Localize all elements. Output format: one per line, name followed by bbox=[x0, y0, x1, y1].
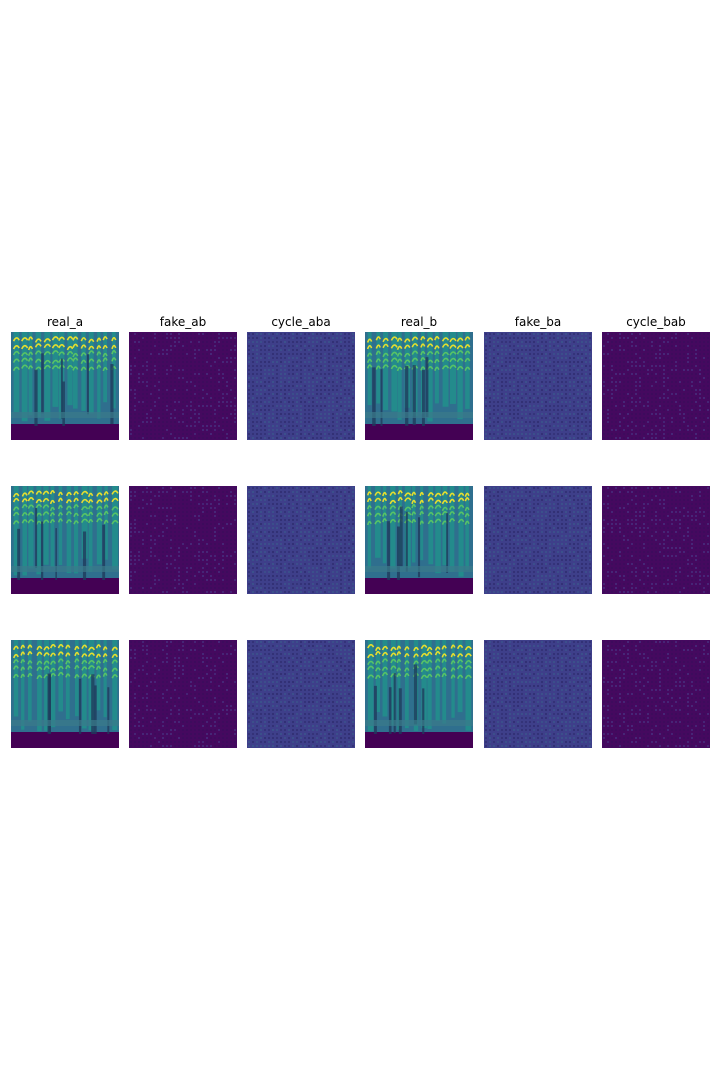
panel-cycle-bab-row-2 bbox=[602, 486, 710, 594]
spectrogram-image bbox=[247, 332, 355, 440]
panel-cycle-aba-row-2 bbox=[247, 486, 355, 594]
column-title-real-a: real_a bbox=[46, 315, 84, 329]
panel-cycle-aba-row-1 bbox=[247, 332, 355, 440]
panel-real-b-row-2 bbox=[365, 486, 473, 594]
spectrogram-image bbox=[365, 486, 473, 594]
panel-real-b-row-1 bbox=[365, 332, 473, 440]
spectrogram-image bbox=[11, 332, 119, 440]
spectrogram-image bbox=[365, 640, 473, 748]
panel-real-a-row-1 bbox=[11, 332, 119, 440]
spectrogram-image bbox=[602, 640, 710, 748]
panel-fake-ab-row-1 bbox=[129, 332, 237, 440]
spectrogram-image bbox=[129, 486, 237, 594]
spectrogram-image bbox=[129, 640, 237, 748]
spectrogram-image bbox=[484, 332, 592, 440]
panel-real-a-row-3 bbox=[11, 640, 119, 748]
spectrogram-image bbox=[247, 486, 355, 594]
spectrogram-image bbox=[602, 332, 710, 440]
spectrogram-image bbox=[129, 332, 237, 440]
spectrogram-image bbox=[484, 486, 592, 594]
panel-fake-ab-row-2 bbox=[129, 486, 237, 594]
panel-fake-ba-row-2 bbox=[484, 486, 592, 594]
panel-real-a-row-2 bbox=[11, 486, 119, 594]
spectrogram-image bbox=[247, 640, 355, 748]
panel-fake-ab-row-3 bbox=[129, 640, 237, 748]
column-title-fake-ab: fake_ab bbox=[159, 315, 207, 329]
column-title-real-b: real_b bbox=[400, 315, 438, 329]
panel-cycle-aba-row-3 bbox=[247, 640, 355, 748]
column-title-cycle-bab: cycle_bab bbox=[626, 315, 686, 329]
panel-fake-ba-row-1 bbox=[484, 332, 592, 440]
column-title-cycle-aba: cycle_aba bbox=[271, 315, 331, 329]
spectrogram-image bbox=[365, 332, 473, 440]
spectrogram-image bbox=[11, 486, 119, 594]
spectrogram-image bbox=[602, 486, 710, 594]
panel-real-b-row-3 bbox=[365, 640, 473, 748]
spectrogram-image bbox=[484, 640, 592, 748]
spectrogram-image bbox=[11, 640, 119, 748]
panel-cycle-bab-row-1 bbox=[602, 332, 710, 440]
panel-fake-ba-row-3 bbox=[484, 640, 592, 748]
panel-cycle-bab-row-3 bbox=[602, 640, 710, 748]
column-title-fake-ba: fake_ba bbox=[514, 315, 562, 329]
